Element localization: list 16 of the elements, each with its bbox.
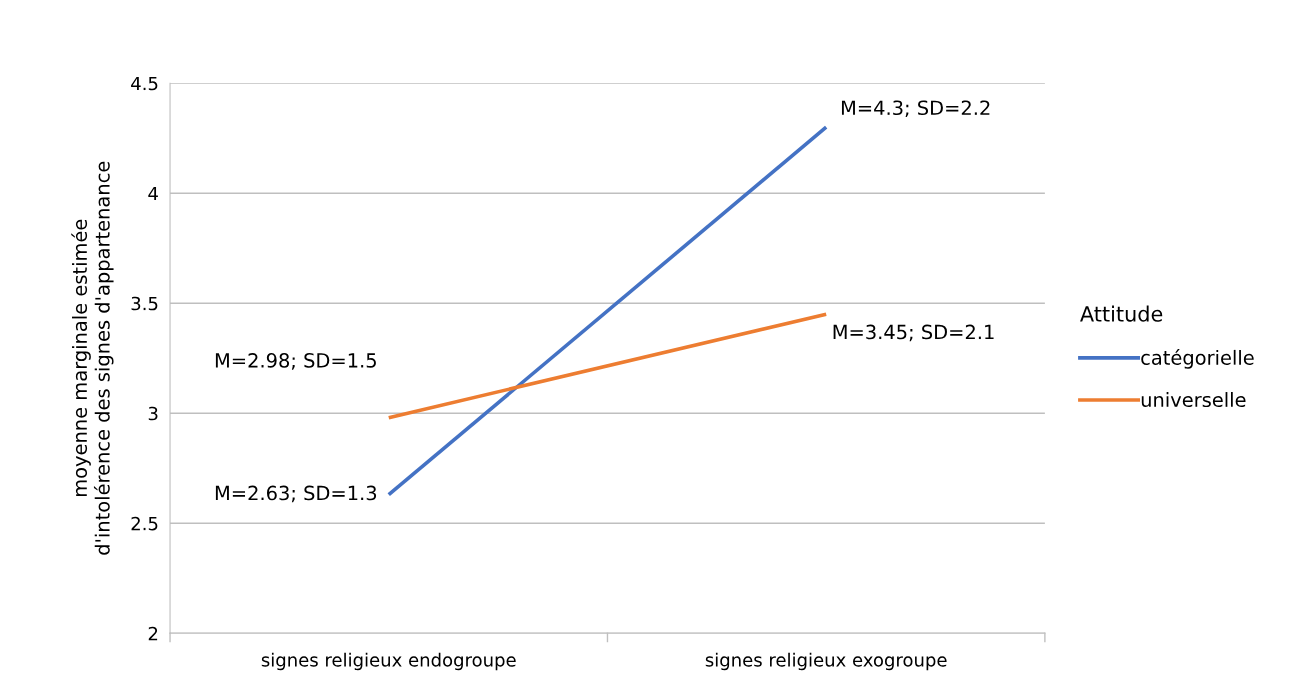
y-tick-label: 4.5 xyxy=(131,76,158,91)
data-label: M=4.3; SD=2.2 xyxy=(841,100,990,118)
x-tick-label: signes religieux endogroupe xyxy=(261,652,516,671)
x-tick-label: signes religieux exogroupe xyxy=(705,652,947,671)
y-tick-label: 3 xyxy=(148,406,158,421)
y-axis-title: moyenne marginale estimée d'intolérence des signes d'appartenance xyxy=(71,161,114,555)
y-tick-label: 2.5 xyxy=(131,516,158,531)
data-label: M=3.45; SD=2.1 xyxy=(833,324,994,342)
legend-label: universelle xyxy=(1141,392,1246,408)
legend-label: catégorielle xyxy=(1141,349,1254,369)
y-tick-label: 2 xyxy=(148,626,158,641)
data-label: M=2.98; SD=1.5 xyxy=(215,353,376,370)
y-tick-label: 4 xyxy=(148,186,158,201)
y-tick-label: 3.5 xyxy=(131,296,158,311)
data-label: M=2.63; SD=1.3 xyxy=(215,485,377,503)
legend-title: Attitude xyxy=(1080,305,1163,322)
